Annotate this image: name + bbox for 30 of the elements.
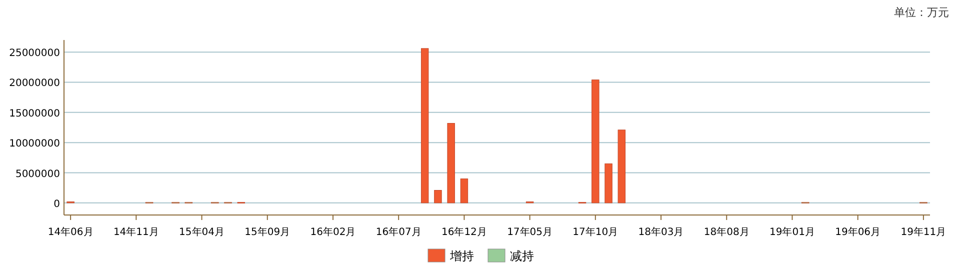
bar <box>604 163 612 204</box>
y-tick-label: 0 <box>54 198 60 210</box>
bar <box>447 123 455 204</box>
legend-label: 减持 <box>510 249 534 263</box>
legend-label: 增持 <box>449 249 474 263</box>
x-tick-label: 19年11月 <box>900 226 946 238</box>
x-tick-label: 18年03月 <box>638 226 684 238</box>
x-tick-label: 14年06月 <box>48 226 94 238</box>
y-tick-label: 5000000 <box>15 168 60 180</box>
bar <box>434 190 442 204</box>
y-tick-label: 15000000 <box>9 108 60 120</box>
x-tick-label: 15年09月 <box>244 226 290 238</box>
bar <box>420 48 429 204</box>
x-tick-label: 16年07月 <box>376 226 422 238</box>
text: 单位：万元 <box>894 6 949 19</box>
x-tick-label: 19年01月 <box>770 226 815 238</box>
x-tick-label: 16年12月 <box>441 226 487 238</box>
bar <box>618 130 626 204</box>
x-tick-label: 17年10月 <box>572 226 618 238</box>
y-tick-label: 20000000 <box>9 78 60 90</box>
x-tick-label: 14年11月 <box>113 226 159 238</box>
y-tick-label: 25000000 <box>9 48 60 60</box>
x-tick-label: 15年04月 <box>179 226 224 238</box>
bar <box>592 80 600 204</box>
x-tick-label: 18年08月 <box>704 226 750 238</box>
x-tick-label: 16年02月 <box>310 226 356 238</box>
y-tick-label: 10000000 <box>9 138 60 150</box>
bar <box>460 178 468 204</box>
x-tick-label: 17年05月 <box>507 226 553 238</box>
x-tick-label: 19年06月 <box>835 226 881 238</box>
